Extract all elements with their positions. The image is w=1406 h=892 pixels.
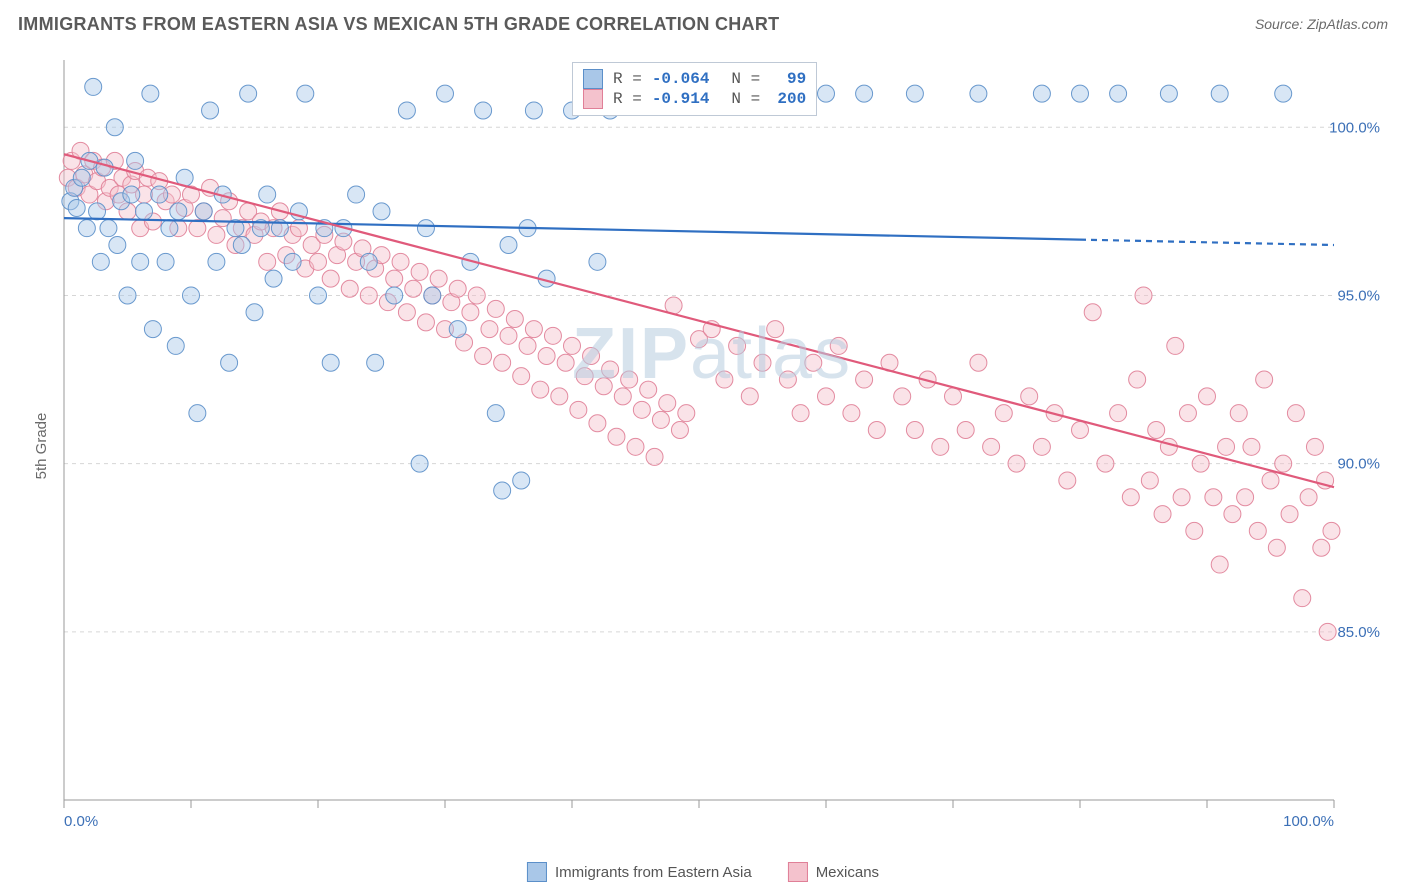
bottom-legend: Immigrants from Eastern Asia Mexicans xyxy=(527,862,879,882)
svg-text:100.0%: 100.0% xyxy=(1283,813,1334,828)
source-label: Source: ZipAtlas.com xyxy=(1255,16,1388,32)
stats-row-eastern_asia: R = -0.064 N = 99 xyxy=(583,69,806,89)
r-label: R = xyxy=(613,90,642,108)
r-label: R = xyxy=(613,70,642,88)
source-name: ZipAtlas.com xyxy=(1307,16,1388,32)
legend-swatch xyxy=(583,89,603,109)
n-value: 200 xyxy=(770,90,806,108)
legend-swatch xyxy=(583,69,603,89)
y-axis-label: 5th Grade xyxy=(33,413,50,480)
chart-title: IMMIGRANTS FROM EASTERN ASIA VS MEXICAN … xyxy=(18,14,779,35)
legend-swatch xyxy=(527,862,547,882)
n-label: N = xyxy=(731,90,760,108)
n-label: N = xyxy=(731,70,760,88)
plot-area: 85.0% 90.0% 95.0% 100.0% 0.0% 100.0% R = -0.06… xyxy=(50,48,1390,828)
n-value: 99 xyxy=(770,70,806,88)
legend-label: Immigrants from Eastern Asia xyxy=(555,864,752,881)
source-prefix: Source: xyxy=(1255,16,1307,32)
legend-item-mexicans: Mexicans xyxy=(788,862,879,882)
r-value: -0.064 xyxy=(652,70,710,88)
svg-text:100.0%: 100.0% xyxy=(1329,119,1380,136)
svg-text:95.0%: 95.0% xyxy=(1337,287,1380,304)
r-value: -0.914 xyxy=(652,90,710,108)
svg-text:85.0%: 85.0% xyxy=(1337,624,1380,641)
legend-item-eastern_asia: Immigrants from Eastern Asia xyxy=(527,862,752,882)
stats-row-mexicans: R = -0.914 N = 200 xyxy=(583,89,806,109)
chart-svg: 85.0% 90.0% 95.0% 100.0% 0.0% 100.0% xyxy=(50,48,1390,828)
stats-legend: R = -0.064 N = 99 R = -0.914 N = 200 xyxy=(572,62,817,116)
svg-text:90.0%: 90.0% xyxy=(1337,456,1380,473)
header-bar: IMMIGRANTS FROM EASTERN ASIA VS MEXICAN … xyxy=(0,0,1406,48)
svg-text:0.0%: 0.0% xyxy=(64,813,98,828)
legend-swatch xyxy=(788,862,808,882)
legend-label: Mexicans xyxy=(816,864,879,881)
